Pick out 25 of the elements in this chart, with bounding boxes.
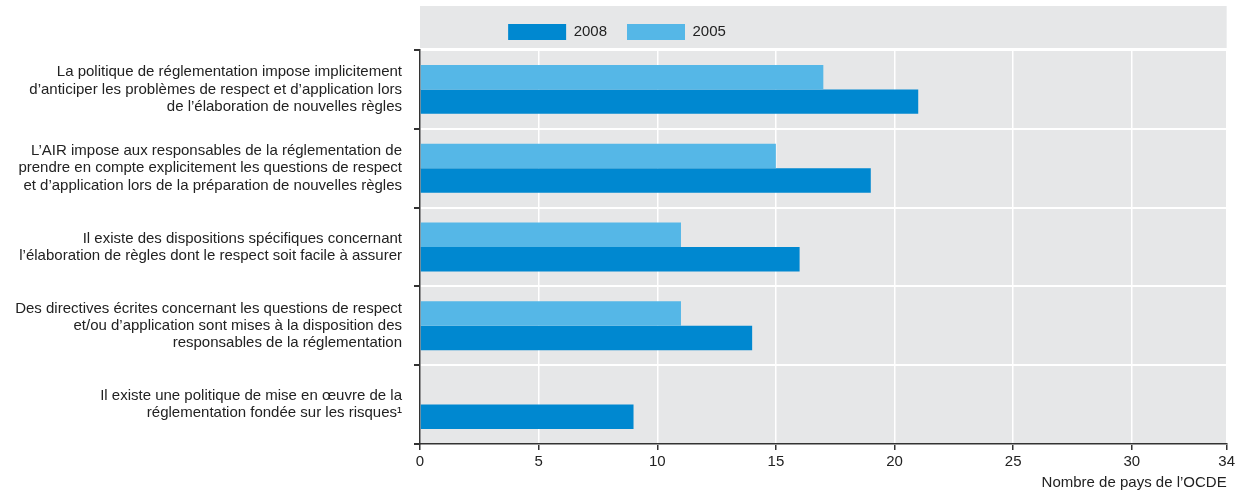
bar — [420, 404, 634, 430]
legend-label: 2005 — [692, 22, 726, 40]
y-tick-label: La politique de réglementation impose implicitement d’anticiper les problèmes de respect et d’application lors de l’élaboration de nouvelles règles — [29, 62, 403, 114]
bar — [420, 143, 776, 169]
bar — [420, 301, 681, 326]
x-tick-label: 0 — [415, 452, 425, 470]
x-tick-label: 20 — [886, 452, 903, 470]
x-tick-label: 25 — [1004, 452, 1022, 470]
x-tick-label: 30 — [1123, 452, 1141, 470]
bar — [420, 64, 824, 90]
x-tick-label: 10 — [648, 452, 666, 470]
bar — [420, 325, 753, 351]
y-tick-label: Il existe des dispositions spécifiques concernant l’élaboration de règles dont le respect soit facile à assurer — [19, 228, 403, 263]
bar — [420, 247, 800, 272]
x-axis-title: Nombre de pays de l’OCDE — [1041, 473, 1227, 491]
bar — [420, 89, 919, 114]
y-tick-label: L’AIR impose aux responsables de la réglementation de prendre en compte explicitement les questions de respect et d’application lors de la préparation de nouvelles règles — [18, 141, 403, 193]
bar — [420, 168, 871, 193]
x-tick-label: 34 — [1218, 452, 1235, 470]
x-tick-label: 15 — [767, 452, 785, 470]
y-tick-label: Des directives écrites concernant les questions de respect et/ou d’application sont mises à la disposition des responsables de la réglementation — [15, 298, 403, 351]
legend-label: 2008 — [573, 22, 608, 40]
x-tick-label: 5 — [534, 452, 543, 470]
y-tick-label: Il existe une politique de mise en œuvre de la réglementation fondée sur les risques¹ — [100, 386, 403, 421]
bar — [420, 222, 681, 247]
